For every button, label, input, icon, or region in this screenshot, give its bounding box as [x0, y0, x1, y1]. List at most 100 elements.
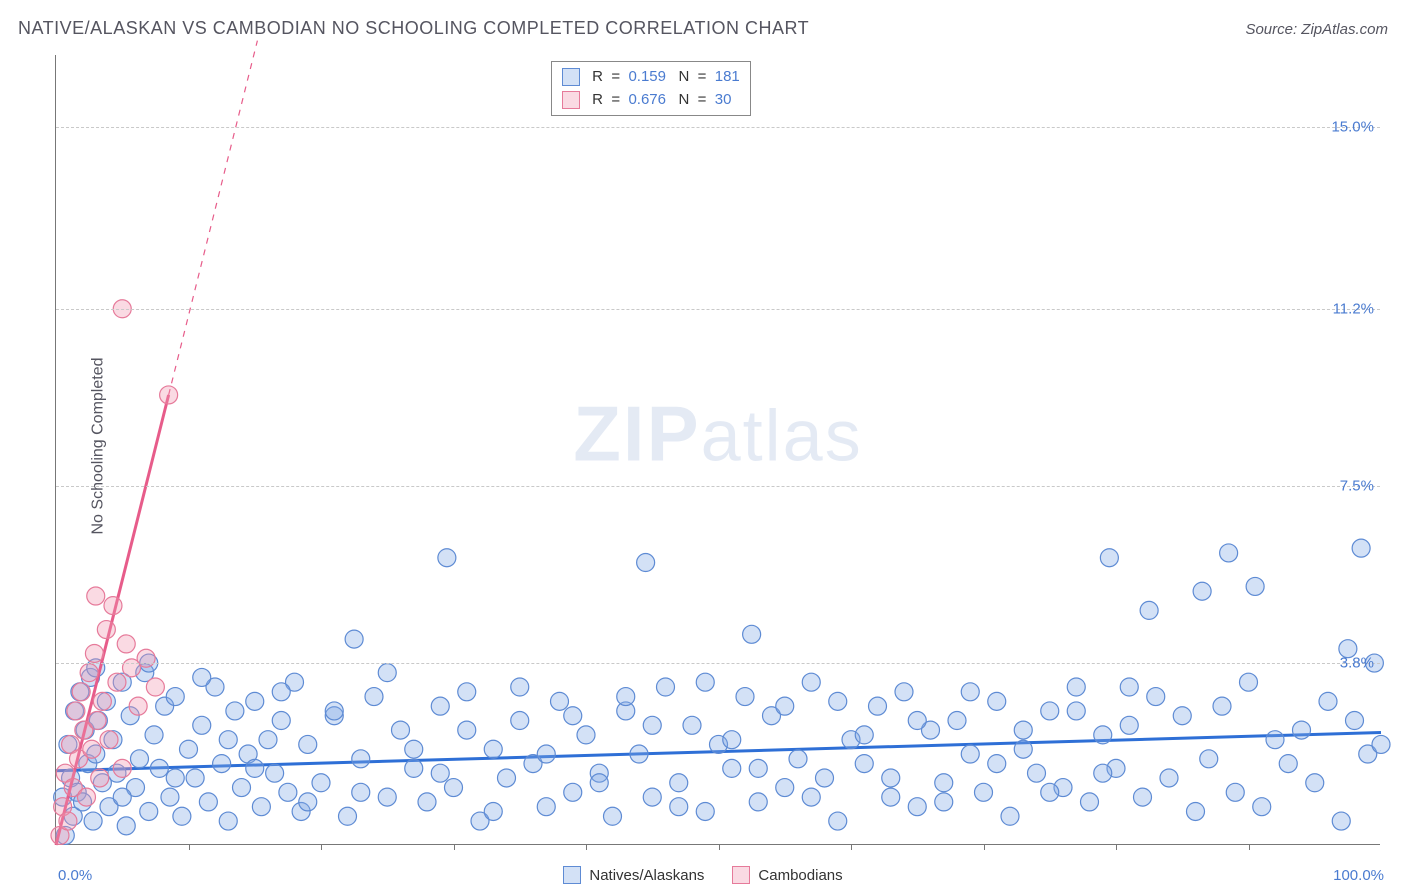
legend-label-natives: Natives/Alaskans	[589, 867, 704, 884]
legend-item-natives: Natives/Alaskans	[563, 866, 704, 884]
data-point-natives	[166, 769, 184, 787]
data-point-natives	[882, 769, 900, 787]
data-point-natives	[776, 779, 794, 797]
data-point-natives	[226, 702, 244, 720]
x-tick-mark	[189, 844, 190, 850]
legend-swatch-cambodians	[732, 866, 750, 884]
data-point-cambodians	[129, 697, 147, 715]
chart-header: NATIVE/ALASKAN VS CAMBODIAN NO SCHOOLING…	[18, 18, 1388, 39]
data-point-cambodians	[100, 731, 118, 749]
gridline	[56, 663, 1380, 664]
data-point-natives	[272, 683, 290, 701]
data-point-natives	[961, 683, 979, 701]
data-point-cambodians	[113, 759, 131, 777]
data-point-cambodians	[93, 692, 111, 710]
data-point-cambodians	[85, 644, 103, 662]
data-point-natives	[988, 692, 1006, 710]
data-point-natives	[299, 735, 317, 753]
data-point-natives	[1120, 678, 1138, 696]
data-point-natives	[252, 798, 270, 816]
data-point-natives	[908, 712, 926, 730]
data-point-natives	[749, 759, 767, 777]
x-tick-mark	[984, 844, 985, 850]
data-point-natives	[339, 807, 357, 825]
chart-title: NATIVE/ALASKAN VS CAMBODIAN NO SCHOOLING…	[18, 18, 809, 39]
data-point-natives	[617, 688, 635, 706]
data-point-natives	[723, 759, 741, 777]
data-point-natives	[1173, 707, 1191, 725]
data-point-natives	[564, 707, 582, 725]
data-point-natives	[246, 759, 264, 777]
data-point-cambodians	[146, 678, 164, 696]
data-point-natives	[537, 745, 555, 763]
data-point-natives	[895, 683, 913, 701]
data-point-natives	[1279, 755, 1297, 773]
data-point-natives	[816, 769, 834, 787]
data-point-natives	[683, 716, 701, 734]
data-point-natives	[484, 740, 502, 758]
data-point-natives	[498, 769, 516, 787]
data-point-natives	[299, 793, 317, 811]
stats-box: R = 0.159 N = 181 R = 0.676 N = 30	[551, 61, 751, 116]
data-point-cambodians	[59, 812, 77, 830]
stats-row-natives: R = 0.159 N = 181	[562, 66, 740, 89]
data-point-natives	[736, 688, 754, 706]
data-point-natives	[1200, 750, 1218, 768]
data-point-natives	[670, 798, 688, 816]
data-point-natives	[246, 692, 264, 710]
data-point-natives	[145, 726, 163, 744]
x-tick-mark	[321, 844, 322, 850]
x-tick-mark	[586, 844, 587, 850]
data-point-natives	[405, 740, 423, 758]
data-point-cambodians	[108, 673, 126, 691]
data-point-natives	[266, 764, 284, 782]
data-point-cambodians	[160, 386, 178, 404]
data-point-natives	[1293, 721, 1311, 739]
data-point-natives	[869, 697, 887, 715]
data-point-natives	[577, 726, 595, 744]
data-point-natives	[166, 688, 184, 706]
data-point-cambodians	[88, 712, 106, 730]
data-point-natives	[365, 688, 383, 706]
data-point-natives	[233, 779, 251, 797]
data-point-natives	[312, 774, 330, 792]
data-point-natives	[1100, 549, 1118, 567]
data-point-natives	[743, 625, 761, 643]
data-point-cambodians	[97, 621, 115, 639]
data-point-natives	[140, 802, 158, 820]
plot-area: ZIPatlas 3.8%7.5%11.2%15.0% R = 0.159 N …	[55, 55, 1380, 845]
data-point-natives	[1120, 716, 1138, 734]
data-point-natives	[749, 793, 767, 811]
data-point-natives	[186, 769, 204, 787]
data-point-natives	[1067, 678, 1085, 696]
data-point-natives	[405, 759, 423, 777]
data-point-natives	[279, 783, 297, 801]
chart-canvas	[56, 55, 1380, 844]
chart-source: Source: ZipAtlas.com	[1245, 21, 1388, 38]
data-point-natives	[537, 798, 555, 816]
data-point-natives	[1134, 788, 1152, 806]
data-point-natives	[1187, 802, 1205, 820]
data-point-natives	[1346, 712, 1364, 730]
data-point-natives	[392, 721, 410, 739]
data-point-natives	[1140, 601, 1158, 619]
data-point-natives	[84, 812, 102, 830]
data-point-natives	[259, 731, 277, 749]
data-point-natives	[789, 750, 807, 768]
data-point-natives	[352, 750, 370, 768]
x-tick-mark	[1116, 844, 1117, 850]
trend-line-dash-cambodians	[169, 41, 258, 395]
data-point-natives	[1147, 688, 1165, 706]
data-point-natives	[1041, 702, 1059, 720]
data-point-natives	[590, 774, 608, 792]
data-point-natives	[445, 779, 463, 797]
data-point-natives	[272, 712, 290, 730]
data-point-cambodians	[137, 649, 155, 667]
data-point-natives	[637, 554, 655, 572]
data-point-cambodians	[80, 664, 98, 682]
data-point-natives	[219, 731, 237, 749]
data-point-natives	[630, 745, 648, 763]
data-point-natives	[1319, 692, 1337, 710]
data-point-natives	[378, 788, 396, 806]
x-tick-mark	[719, 844, 720, 850]
